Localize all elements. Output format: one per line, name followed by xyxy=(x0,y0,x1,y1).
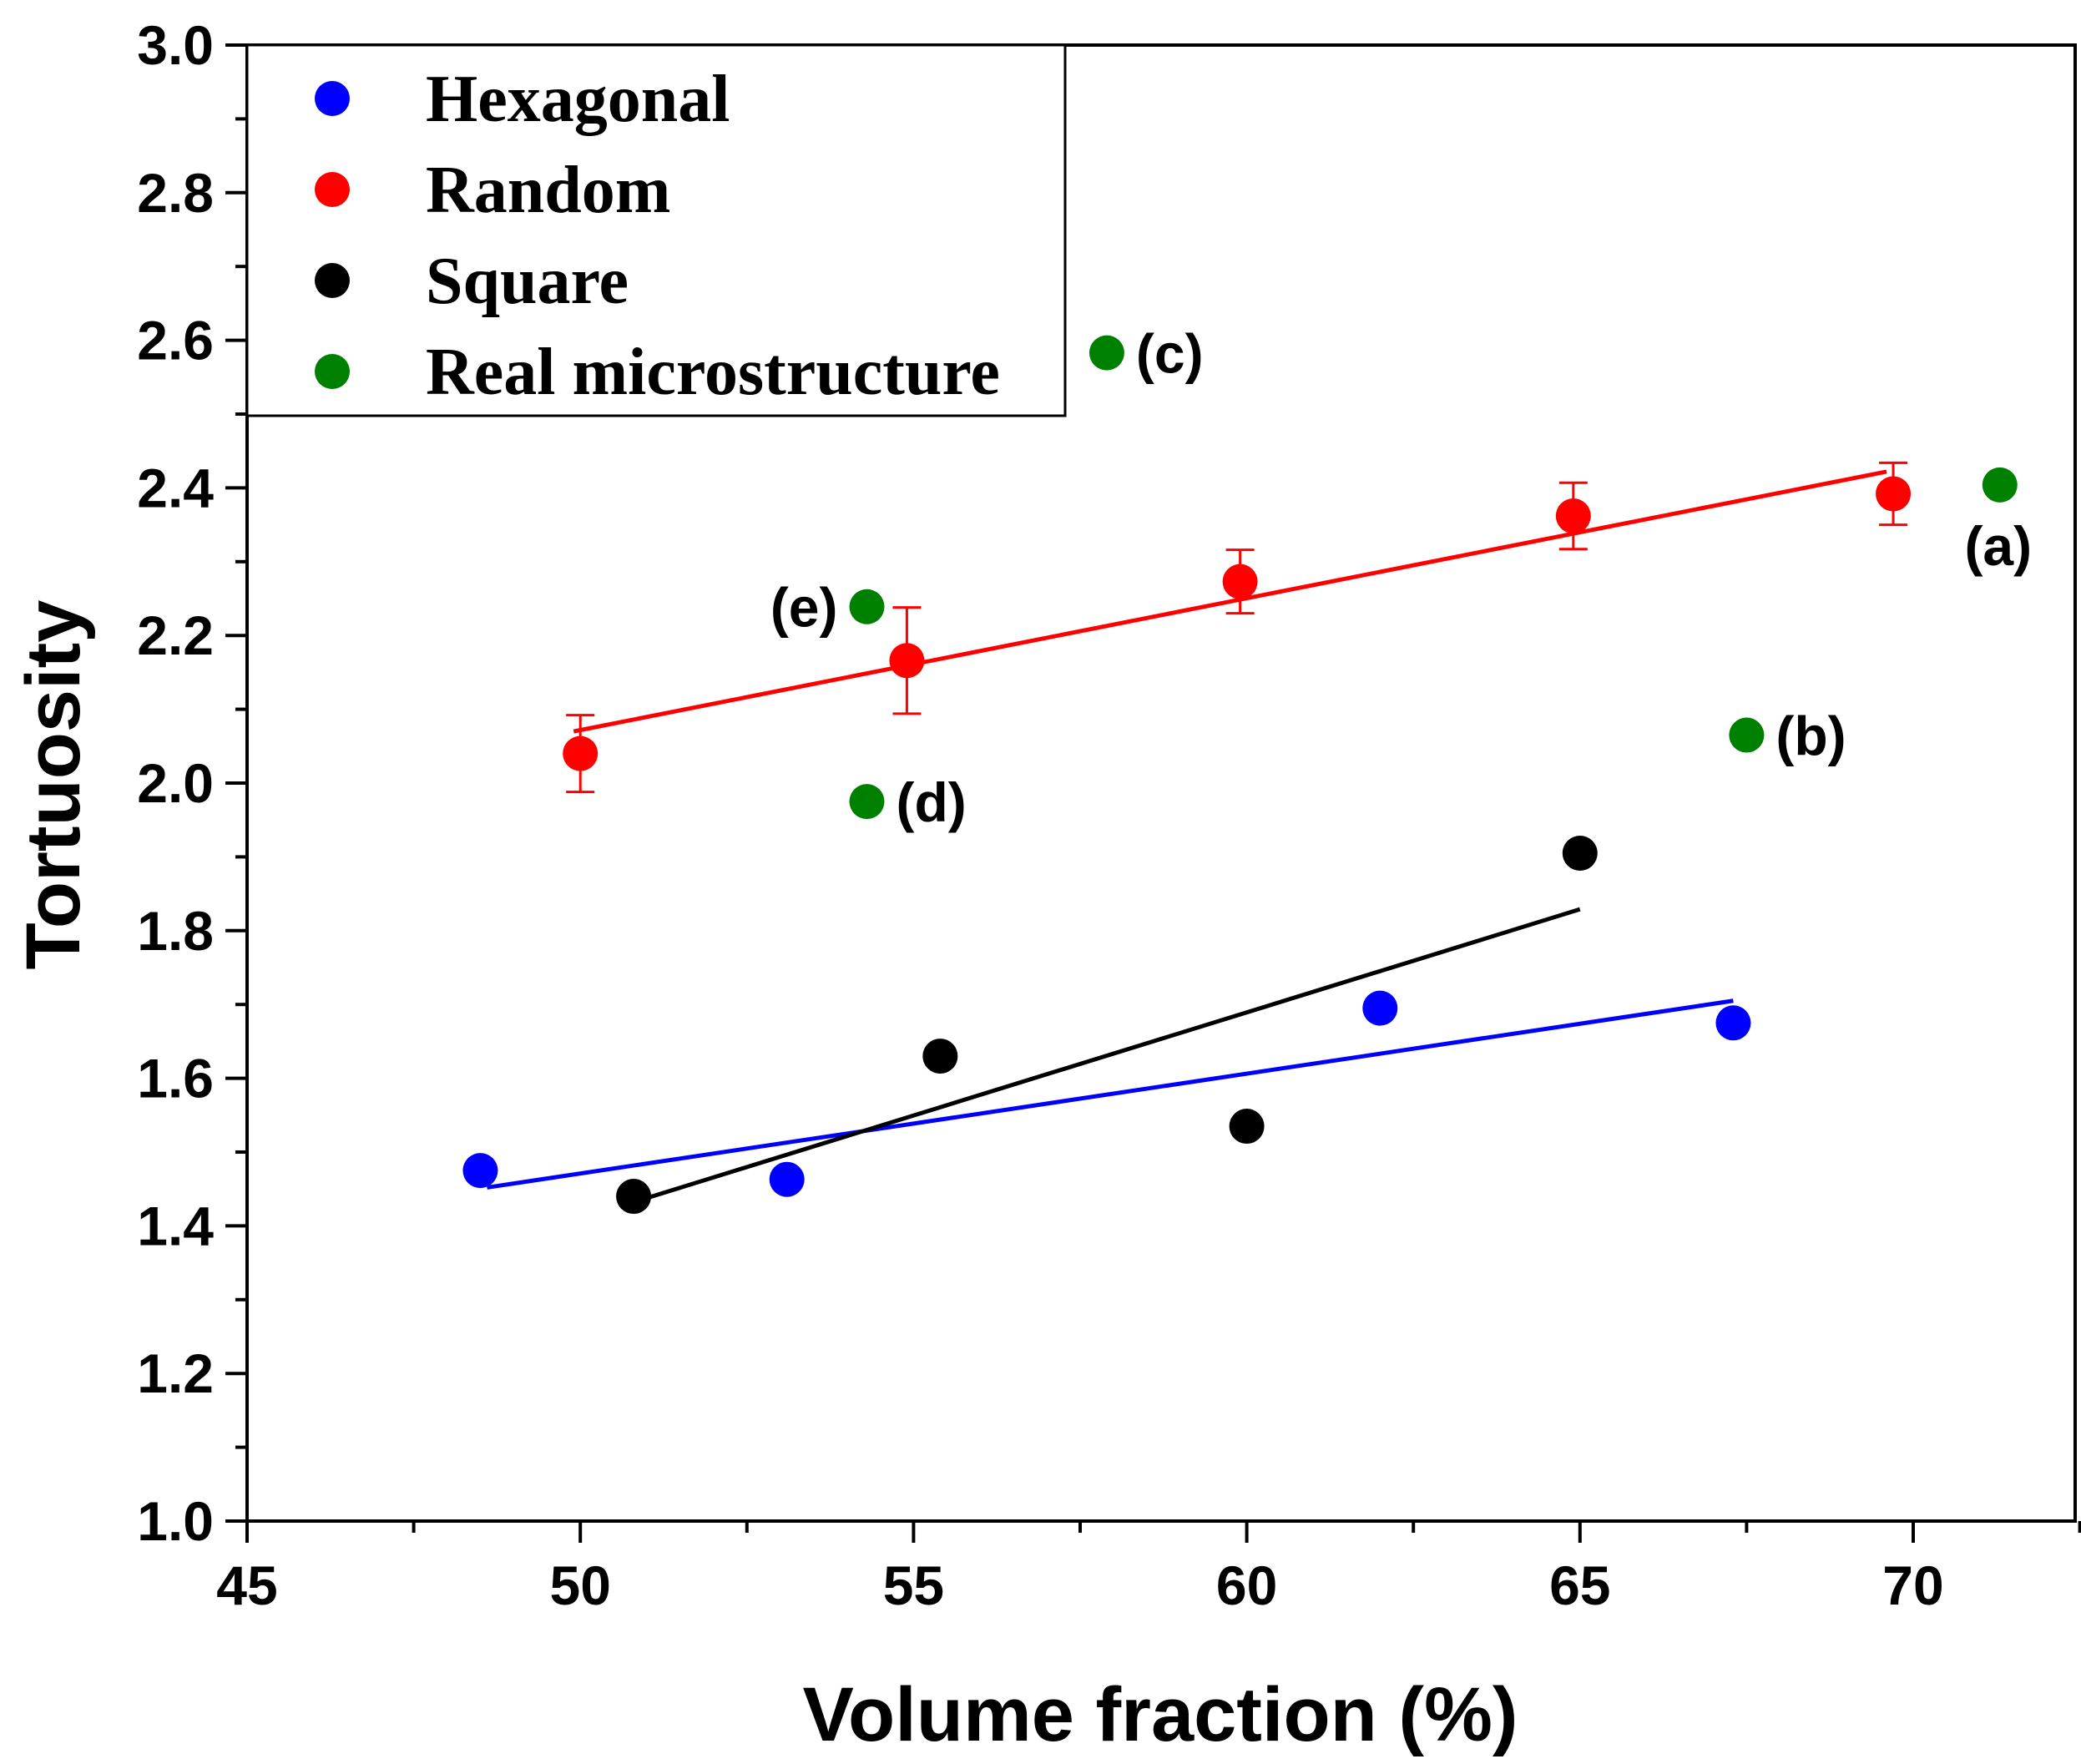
x-axis-ticks xyxy=(245,1521,2081,1543)
legend-label-hexagonal: Hexagonal xyxy=(426,63,730,136)
hexagonal-point xyxy=(1362,990,1398,1026)
x-tick-label: 60 xyxy=(1216,1554,1277,1616)
legend-marker-hexagonal xyxy=(315,81,350,116)
y-axis-title: Tortuosity xyxy=(11,600,96,970)
random-point xyxy=(889,643,925,679)
square-point xyxy=(1562,835,1598,871)
legend-label-real-microstructure: Real microstructure xyxy=(426,336,1000,409)
x-tick-label: 70 xyxy=(1882,1554,1943,1616)
y-tick-label: 1.2 xyxy=(137,1342,214,1404)
point-label: (e) xyxy=(770,577,838,639)
legend-label-square: Square xyxy=(426,245,629,318)
square-point xyxy=(922,1039,958,1074)
x-axis-title: Volume fraction (%) xyxy=(802,1672,1518,1757)
y-tick-label: 3.0 xyxy=(137,14,214,76)
hexagonal-fit-line xyxy=(487,998,1734,1190)
fit-lines xyxy=(487,469,1887,1202)
point-label: (b) xyxy=(1775,705,1846,767)
y-tick-label: 2.8 xyxy=(137,162,214,224)
y-tick-label: 2.6 xyxy=(137,310,214,372)
y-tick-label: 2.2 xyxy=(137,604,214,666)
legend-box xyxy=(245,43,1067,417)
random-fit-line xyxy=(573,469,1887,734)
error-bars xyxy=(566,461,1908,794)
legend-marker-square xyxy=(315,263,350,298)
point-label: (a) xyxy=(1964,515,2032,577)
x-axis-tick-labels: 45 50 55 60 65 70 xyxy=(216,1554,1943,1616)
random-point xyxy=(1222,564,1258,599)
legend-marker-random xyxy=(315,172,350,207)
y-axis-tick-labels: 1.0 1.2 1.4 1.6 1.8 2.0 2.2 2.4 2.6 2.8 3.0 xyxy=(137,14,214,1552)
point-annotations: (a) (b) (c) (d) (e) xyxy=(770,323,2032,833)
point-label: (d) xyxy=(897,771,967,833)
data-points xyxy=(462,335,2018,1215)
x-tick-label: 55 xyxy=(883,1554,944,1616)
legend: Hexagonal Random Square Real microstructure xyxy=(245,43,1067,417)
y-axis-ticks xyxy=(225,43,247,1523)
real-microstructure-point xyxy=(1088,335,1124,371)
legend-marker-real-microstructure xyxy=(315,354,350,389)
random-point xyxy=(1555,498,1591,533)
x-tick-label: 45 xyxy=(216,1554,277,1616)
hexagonal-point xyxy=(462,1153,498,1189)
point-label: (c) xyxy=(1136,323,1204,385)
random-point xyxy=(563,735,599,771)
square-fit-line xyxy=(639,907,1581,1202)
y-tick-label: 1.0 xyxy=(137,1490,214,1552)
y-tick-label: 2.4 xyxy=(137,457,214,518)
real-microstructure-point xyxy=(849,784,885,820)
real-microstructure-point xyxy=(1982,467,2018,503)
hexagonal-point xyxy=(1715,1005,1751,1041)
y-tick-label: 1.6 xyxy=(137,1048,214,1109)
square-point xyxy=(616,1179,652,1215)
y-tick-label: 1.4 xyxy=(137,1195,214,1256)
y-tick-label: 1.8 xyxy=(137,900,214,962)
hexagonal-point xyxy=(769,1161,805,1197)
square-point xyxy=(1229,1109,1265,1145)
legend-label-random: Random xyxy=(426,154,670,227)
real-microstructure-point xyxy=(849,589,885,624)
random-point xyxy=(1876,476,1912,512)
y-tick-label: 2.0 xyxy=(137,752,214,814)
x-tick-label: 50 xyxy=(549,1554,610,1616)
x-tick-label: 65 xyxy=(1549,1554,1610,1616)
real-microstructure-point xyxy=(1729,717,1765,753)
